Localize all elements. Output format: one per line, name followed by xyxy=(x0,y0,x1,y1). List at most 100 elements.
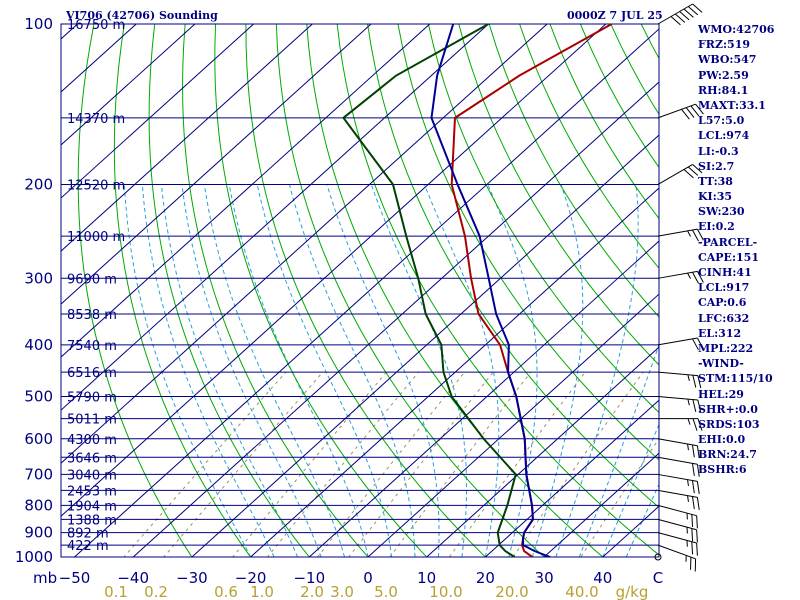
index-value: SW:230 xyxy=(698,205,745,219)
height-label: 5011 m xyxy=(67,413,117,428)
isobars xyxy=(60,23,660,558)
height-label: 7540 m xyxy=(67,339,117,354)
index-value: SI:2.7 xyxy=(698,159,735,173)
wind-barb xyxy=(657,371,702,389)
isotherm-line xyxy=(485,399,659,557)
mixing-ratio-tick-label: 2.0 xyxy=(300,583,324,600)
barb-staff xyxy=(657,518,697,531)
mixing-ratio-line xyxy=(266,371,419,557)
barb-flag xyxy=(696,445,700,459)
dry-adiabat-line xyxy=(336,24,659,556)
mixing-ratio-tick-label: 3.0 xyxy=(330,583,354,600)
wind-barb xyxy=(657,228,704,242)
height-label: 3646 m xyxy=(67,451,117,466)
barb-flag xyxy=(670,16,681,26)
wind-barb xyxy=(657,396,702,413)
wind-barb xyxy=(657,3,703,26)
isotherm-line xyxy=(74,28,659,557)
barb-half-flag xyxy=(687,374,690,382)
mixing-ratio-tick-label: 20.0 xyxy=(495,583,528,600)
barb-flag xyxy=(691,480,695,494)
mixing-ratio-tick-label: 40.0 xyxy=(565,583,598,600)
mixing-ratio-line xyxy=(163,371,324,557)
barb-staff xyxy=(657,489,698,498)
pressure-tick-label: 900 xyxy=(24,524,53,542)
dry-adiabat-line xyxy=(458,24,659,366)
temperature-tick-label: 20 xyxy=(476,569,495,587)
barb-half-flag xyxy=(687,399,690,406)
barb-flag xyxy=(691,541,694,555)
height-label: 14370 m xyxy=(67,112,125,127)
mixing-ratio-tick-label: 0.2 xyxy=(144,583,168,600)
moist-adiabat-line xyxy=(141,184,275,557)
barb-staff xyxy=(657,337,698,346)
moist-adiabat-line xyxy=(370,184,468,557)
temperature-tick-label: −50 xyxy=(59,569,91,587)
wind-barb xyxy=(657,544,697,572)
isotherm-line xyxy=(61,24,313,252)
barb-flag xyxy=(692,271,699,284)
pressure-tick-label: 1000 xyxy=(15,548,53,566)
pressure-tick-label: 800 xyxy=(24,496,53,514)
barb-staff xyxy=(657,532,697,544)
wind-barb xyxy=(657,518,698,543)
barb-flag xyxy=(691,496,695,510)
index-value: L57:5.0 xyxy=(698,114,745,128)
temperature-tick-label: 30 xyxy=(535,569,554,587)
barb-half-flag xyxy=(687,418,691,425)
barb-flag xyxy=(696,271,704,283)
height-label: 1904 m xyxy=(67,499,117,514)
barb-flag xyxy=(692,338,699,351)
isotherm-line xyxy=(250,187,659,557)
isotherm-line xyxy=(543,452,659,557)
barb-half-flag xyxy=(687,443,689,451)
wind-barb xyxy=(658,418,703,431)
barb-flag xyxy=(691,528,694,542)
temperature-tick-label: −40 xyxy=(117,569,149,587)
barb-flag xyxy=(685,107,695,118)
barb-staff xyxy=(657,371,698,377)
pressure-tick-label: 500 xyxy=(24,388,53,406)
isotherm-line xyxy=(132,81,659,557)
barb-staff xyxy=(657,270,698,279)
wind-barb xyxy=(657,504,698,529)
temperature-tick-label: 0 xyxy=(363,569,373,587)
wind-barb xyxy=(657,103,704,120)
wind-barb xyxy=(657,489,700,510)
index-value: PW:2.59 xyxy=(698,68,749,82)
index-value: EI:0.2 xyxy=(698,220,735,234)
moist-adiabat-line xyxy=(326,184,440,557)
height-label: 892 m xyxy=(67,527,109,542)
pressure-tick-label: 200 xyxy=(24,175,53,193)
index-value: FRZ:519 xyxy=(698,38,751,52)
barb-flag xyxy=(692,229,699,242)
wind-barb xyxy=(657,532,698,556)
wind-barb xyxy=(657,473,700,494)
wind-barb xyxy=(657,337,704,351)
barb-flag xyxy=(697,399,702,413)
barb-staff xyxy=(657,544,696,560)
moist-adiabat-line xyxy=(160,184,299,557)
index-value: MAXT:33.1 xyxy=(698,98,766,112)
temperature-tick-label: 40 xyxy=(593,569,612,587)
moist-adiabat-line xyxy=(555,184,639,557)
dry-adiabat-line xyxy=(214,24,428,557)
barb-flag xyxy=(696,481,700,494)
wind-barb xyxy=(654,553,662,561)
height-label: 2453 m xyxy=(67,484,117,499)
index-value: CINH:41 xyxy=(698,266,752,279)
index-value: TT:38 xyxy=(698,174,733,188)
height-label: 422 m xyxy=(67,539,109,554)
dry-adiabat-line xyxy=(245,24,487,557)
index-value: LI:-0.3 xyxy=(698,144,739,158)
moist-adiabat-line xyxy=(228,184,369,557)
calm-circle xyxy=(654,553,662,561)
barb-staff xyxy=(657,456,698,465)
index-value: -WIND- xyxy=(698,357,744,371)
pressure-unit-label: mb xyxy=(33,569,57,587)
indices-panel: WMO:42706 FRZ:519 WBO:547 PW:2.59 RH:84.1 MAX… xyxy=(698,22,798,478)
barb-flag xyxy=(696,529,698,543)
index-value: WBO:547 xyxy=(698,53,757,67)
